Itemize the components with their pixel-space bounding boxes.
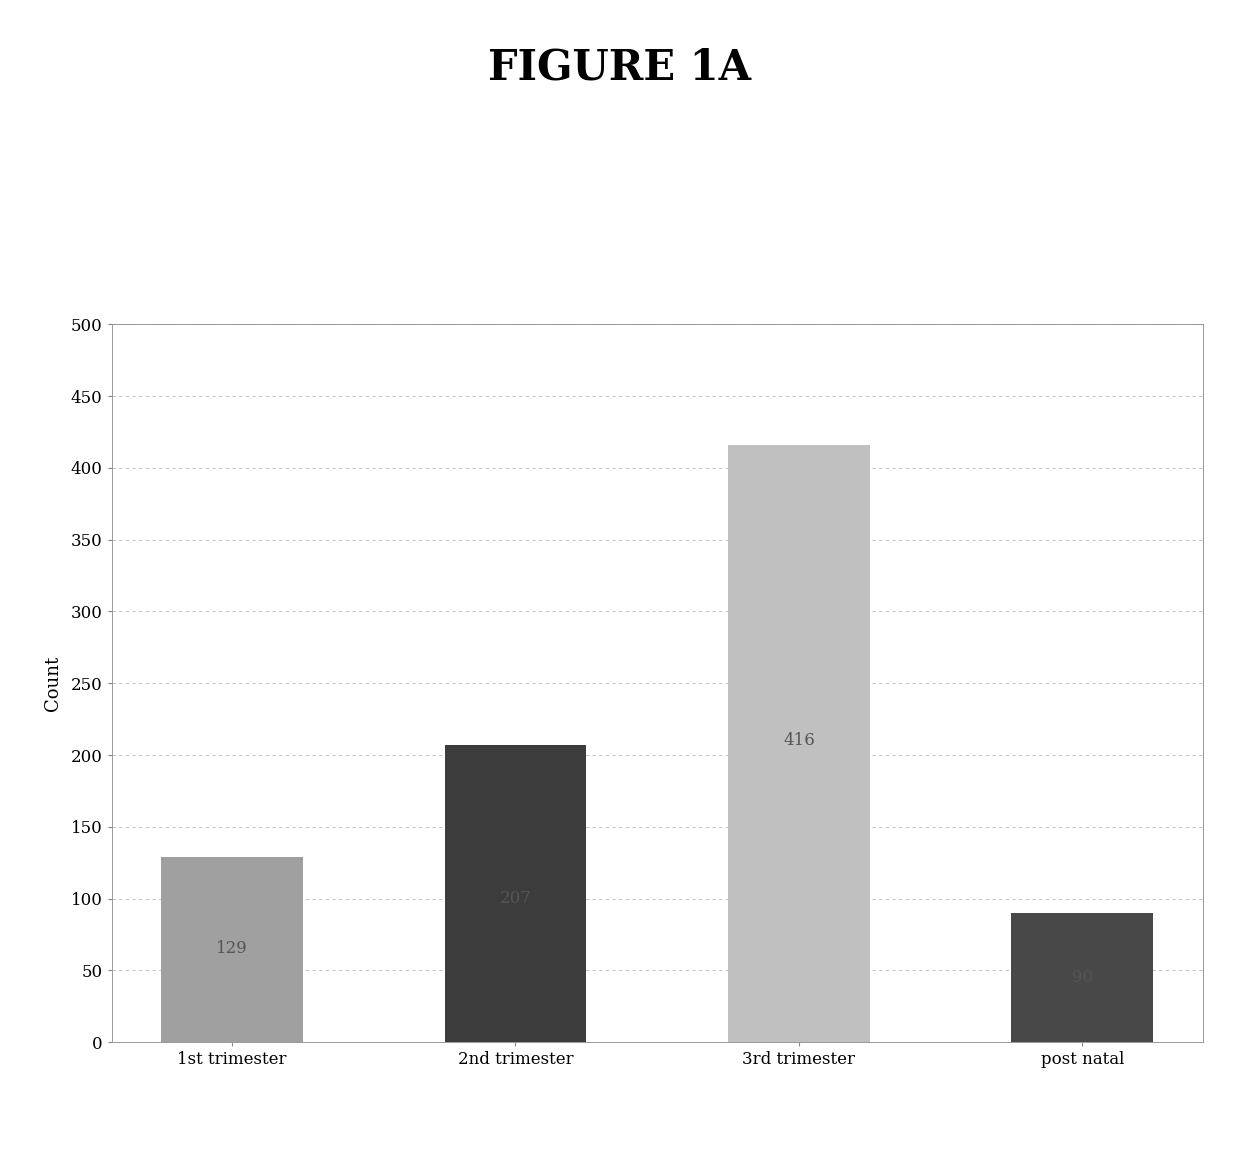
Bar [445, 745, 587, 1042]
Text: 129: 129 [216, 940, 248, 958]
Bar [1012, 913, 1153, 1042]
Text: 207: 207 [500, 891, 532, 907]
Text: 90: 90 [1071, 969, 1092, 987]
Bar [161, 857, 303, 1042]
Y-axis label: Count: Count [45, 655, 62, 711]
Bar [728, 445, 869, 1042]
Text: 416: 416 [782, 732, 815, 749]
Text: FIGURE 1A: FIGURE 1A [489, 46, 751, 88]
